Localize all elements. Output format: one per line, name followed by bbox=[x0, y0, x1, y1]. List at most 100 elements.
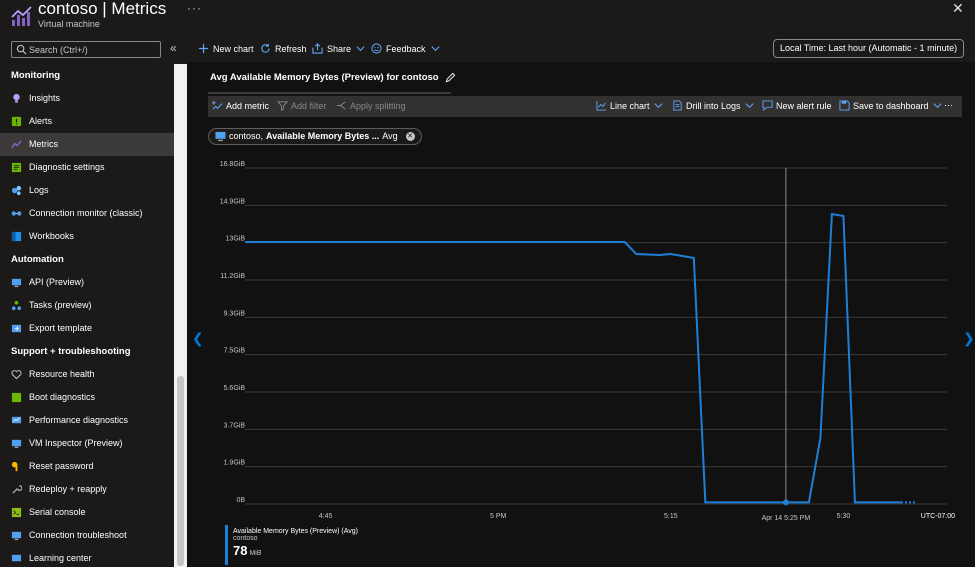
plus-icon bbox=[198, 43, 209, 54]
sidebar-scrollbar[interactable] bbox=[174, 64, 187, 567]
search-input[interactable] bbox=[29, 43, 157, 56]
sidebar-item-label: Diagnostic settings bbox=[29, 162, 105, 172]
collapse-sidebar-button[interactable]: « bbox=[170, 41, 177, 55]
sidebar-item-logs[interactable]: Logs bbox=[0, 179, 174, 202]
add-metric-button[interactable]: Add metric bbox=[212, 100, 269, 111]
refresh-icon bbox=[261, 43, 270, 53]
sidebar-item-boot-diagnostics[interactable]: Boot diagnostics bbox=[0, 386, 174, 409]
sidebar: « Monitoring Insights Alerts Metrics Diagnos… bbox=[0, 36, 187, 567]
new-alert-rule-button[interactable]: New alert rule bbox=[762, 100, 832, 111]
section-header: Automation bbox=[11, 254, 64, 265]
time-range-picker[interactable]: Local Time: Last hour (Automatic - 1 min… bbox=[773, 39, 965, 58]
sidebar-item-vm-inspector-preview[interactable]: VM Inspector (Preview) bbox=[0, 432, 174, 455]
drill-into-logs-button[interactable]: Drill into Logs bbox=[672, 100, 755, 111]
apply-splitting-button[interactable]: Apply splitting bbox=[336, 100, 406, 111]
metrics-logo-icon bbox=[11, 6, 32, 26]
chart-more-button[interactable]: ··· bbox=[944, 100, 953, 110]
refresh-button[interactable]: Refresh bbox=[260, 43, 307, 54]
sidebar-item-resource-health[interactable]: Resource health bbox=[0, 363, 174, 386]
legend-series-name: Available Memory Bytes (Preview) (Avg) bbox=[233, 528, 359, 535]
sidebar-item-label: Connection monitor (classic) bbox=[29, 208, 143, 218]
y-tick-label: 16.8GiB bbox=[220, 161, 246, 168]
sidebar-item-label: Boot diagnostics bbox=[29, 392, 96, 402]
filter-icon bbox=[277, 101, 288, 111]
sidebar-item-connection-monitor-classic[interactable]: Connection monitor (classic) bbox=[0, 202, 174, 225]
timezone-label: UTC-07:00 bbox=[921, 513, 955, 520]
x-tick-label: 5:15 bbox=[664, 513, 678, 520]
pencil-icon[interactable] bbox=[445, 72, 456, 83]
new-alert-rule-label: New alert rule bbox=[776, 100, 832, 111]
sidebar-item-api-preview[interactable]: API (Preview) bbox=[0, 271, 174, 294]
add-filter-button[interactable]: Add filter bbox=[277, 100, 327, 111]
vm-icon bbox=[215, 131, 226, 142]
chevron-down-icon bbox=[653, 103, 663, 109]
scrollbar-thumb[interactable] bbox=[177, 376, 184, 566]
drill-logs-icon bbox=[673, 100, 682, 111]
connection-monitor-icon bbox=[11, 211, 22, 216]
x-tick-label: 5 PM bbox=[490, 513, 507, 520]
series-line bbox=[245, 212, 901, 504]
chart-title-text: Avg Available Memory Bytes (Preview) for… bbox=[210, 72, 439, 83]
diagnostic-icon bbox=[11, 162, 22, 173]
chart-prev-arrow[interactable]: ❮ bbox=[192, 330, 204, 346]
apply-splitting-label: Apply splitting bbox=[350, 100, 406, 111]
sidebar-item-workbooks[interactable]: Workbooks bbox=[0, 225, 174, 248]
sidebar-item-insights[interactable]: Insights bbox=[0, 87, 174, 110]
new-chart-label: New chart bbox=[213, 43, 254, 54]
tasks-icon bbox=[11, 300, 22, 311]
sidebar-nav: Monitoring Insights Alerts Metrics Diagnosti… bbox=[0, 64, 174, 567]
sidebar-item-export-template[interactable]: Export template bbox=[0, 317, 174, 340]
sidebar-item-redeploy-reapply[interactable]: Redeploy + reapply bbox=[0, 478, 174, 501]
metric-pill[interactable]: contoso, Available Memory Bytes ... Avg … bbox=[208, 128, 422, 145]
sidebar-item-label: Workbooks bbox=[29, 231, 74, 241]
section-header: Monitoring bbox=[11, 70, 61, 81]
y-tick-label: 3.7GiB bbox=[224, 422, 246, 429]
workbooks-icon bbox=[11, 231, 22, 242]
alert-icon bbox=[11, 116, 22, 127]
sidebar-item-label: Resource health bbox=[29, 369, 95, 379]
search-icon bbox=[16, 44, 27, 55]
chart-title[interactable]: Avg Available Memory Bytes (Preview) for… bbox=[210, 72, 456, 83]
sidebar-item-diagnostic-settings[interactable]: Diagnostic settings bbox=[0, 156, 174, 179]
y-tick-label: 5.6GiB bbox=[224, 385, 246, 392]
title-separator: | bbox=[97, 0, 112, 18]
sidebar-item-serial-console[interactable]: Serial console bbox=[0, 501, 174, 524]
legend-value-unit: MiB bbox=[249, 550, 262, 557]
troubleshoot-icon bbox=[11, 531, 22, 541]
sidebar-item-performance-diagnostics[interactable]: Performance diagnostics bbox=[0, 409, 174, 432]
add-metric-icon bbox=[212, 100, 223, 110]
sidebar-item-label: API (Preview) bbox=[29, 277, 85, 287]
pill-metric: Available Memory Bytes ... bbox=[266, 131, 380, 141]
sidebar-item-learning-center[interactable]: Learning center bbox=[0, 547, 174, 567]
new-chart-button[interactable]: New chart bbox=[198, 43, 254, 54]
pill-aggregation: Avg bbox=[382, 131, 398, 141]
sidebar-item-reset-password[interactable]: Reset password bbox=[0, 455, 174, 478]
more-options-button[interactable]: ··· bbox=[187, 1, 202, 15]
chart-legend[interactable]: Available Memory Bytes (Preview) (Avg) c… bbox=[225, 525, 405, 565]
close-button[interactable]: ✕ bbox=[952, 0, 964, 16]
sidebar-item-connection-troubleshoot[interactable]: Connection troubleshoot bbox=[0, 524, 174, 547]
y-tick-label: 13GiB bbox=[226, 236, 246, 243]
sidebar-item-tasks-preview[interactable]: Tasks (preview) bbox=[0, 294, 174, 317]
sidebar-item-metrics[interactable]: Metrics bbox=[0, 133, 174, 156]
line-chart-dropdown[interactable]: Line chart bbox=[596, 100, 664, 111]
y-tick-label: 9.3GiB bbox=[224, 310, 246, 317]
sidebar-item-label: Redeploy + reapply bbox=[29, 484, 107, 494]
feedback-button[interactable]: Feedback bbox=[371, 43, 441, 54]
legend-resource: contoso bbox=[233, 535, 258, 542]
remove-metric-icon[interactable]: ✕ bbox=[405, 132, 415, 141]
chart-next-arrow[interactable]: ❯ bbox=[963, 330, 975, 346]
y-tick-label: 0B bbox=[236, 497, 245, 504]
line-chart-icon bbox=[596, 100, 607, 111]
line-chart[interactable]: 0B 1.9GiB 3.7GiB 5.6GiB 7.5GiB 9.3GiB 11.2GiB 1… bbox=[187, 156, 975, 528]
resource-name: contoso bbox=[38, 0, 98, 18]
logs-icon bbox=[11, 185, 22, 196]
save-to-dashboard-button[interactable]: Save to dashboard bbox=[839, 100, 943, 111]
share-button[interactable]: Share bbox=[312, 43, 366, 54]
search-box[interactable] bbox=[11, 41, 161, 58]
smiley-icon bbox=[371, 43, 382, 54]
x-tick-label: 4:45 bbox=[319, 513, 333, 520]
sidebar-item-label: Metrics bbox=[29, 139, 58, 149]
sidebar-item-alerts[interactable]: Alerts bbox=[0, 110, 174, 133]
title-underline bbox=[208, 92, 451, 94]
